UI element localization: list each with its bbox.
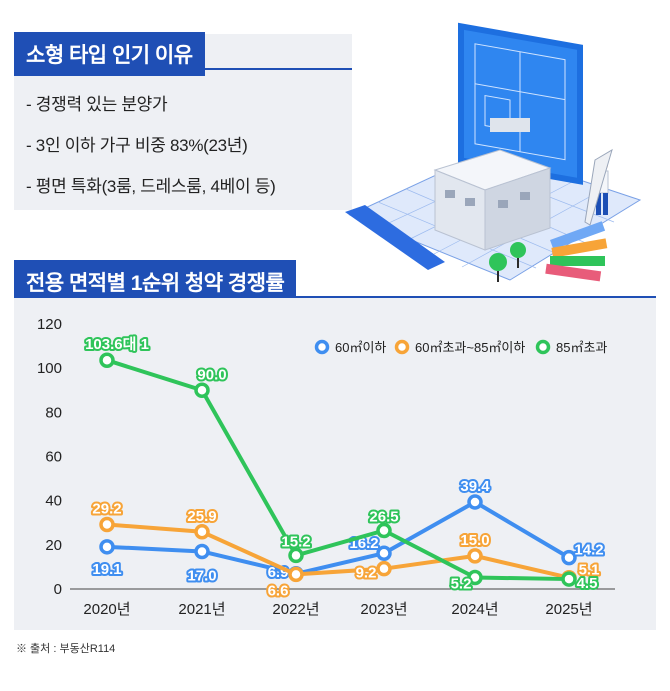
architecture-illustration bbox=[345, 22, 642, 282]
x-tick-label: 2025년 bbox=[545, 601, 592, 618]
x-tick-label: 2022년 bbox=[272, 601, 319, 618]
title-underline bbox=[14, 68, 352, 70]
x-tick-label: 2020년 bbox=[83, 601, 130, 618]
data-point bbox=[99, 516, 115, 533]
y-tick-label: 100 bbox=[37, 360, 62, 377]
y-tick-label: 0 bbox=[54, 581, 62, 598]
data-point bbox=[561, 571, 577, 587]
data-label: 5.2 bbox=[451, 576, 472, 593]
data-point bbox=[288, 566, 304, 583]
data-point bbox=[99, 539, 115, 555]
data-label: 6.6 bbox=[268, 582, 289, 599]
data-label: 5.1 bbox=[579, 562, 600, 579]
data-point bbox=[194, 382, 210, 398]
data-label: 15.2 bbox=[281, 533, 310, 550]
data-point bbox=[467, 494, 483, 510]
series-line bbox=[106, 499, 571, 576]
reason-item: - 3인 이하 가구 비중 83%(23년) bbox=[26, 136, 248, 155]
data-point bbox=[376, 545, 392, 561]
data-point bbox=[376, 560, 392, 577]
legend-label: 85㎡초과 bbox=[556, 340, 607, 355]
x-tick-label: 2024년 bbox=[451, 601, 498, 618]
legend-marker bbox=[394, 339, 410, 355]
data-point bbox=[467, 569, 483, 586]
data-label: 103.6대 1 bbox=[85, 336, 149, 353]
data-label: 9.2 bbox=[356, 565, 377, 582]
data-label: 4.5 bbox=[577, 575, 598, 592]
legend-marker bbox=[314, 339, 330, 355]
y-tick-label: 60 bbox=[45, 449, 62, 466]
reason-item: - 경쟁력 있는 분양가 bbox=[26, 95, 168, 114]
data-label: 19.1 bbox=[92, 561, 121, 578]
data-label: 14.2 bbox=[574, 542, 603, 559]
data-point bbox=[561, 549, 577, 566]
legend-label: 60㎡초과~85㎡이하 bbox=[415, 340, 525, 355]
line-chart: 0 20 40 60 80 100 120 2020년 2021년 2022년 2023년 2024년… bbox=[37, 316, 615, 618]
data-point bbox=[194, 543, 210, 560]
data-point bbox=[467, 548, 483, 564]
x-tick-label: 2021년 bbox=[178, 601, 225, 618]
reason-item: - 평면 특화(3룸, 드레스룸, 4베이 등) bbox=[26, 177, 276, 196]
y-tick-label: 120 bbox=[37, 316, 62, 333]
series-line bbox=[106, 522, 570, 580]
data-label: 39.4 bbox=[460, 478, 490, 495]
series-line bbox=[106, 358, 570, 582]
y-tick-label: 20 bbox=[45, 537, 62, 554]
data-point bbox=[99, 352, 115, 368]
data-label: 90.0 bbox=[197, 366, 226, 383]
data-label: 17.0 bbox=[187, 567, 216, 584]
title-underline bbox=[14, 296, 656, 298]
legend-label: 60㎡이하 bbox=[335, 340, 386, 355]
data-label: 29.2 bbox=[92, 501, 121, 518]
data-point bbox=[376, 522, 392, 539]
legend-marker bbox=[535, 339, 551, 355]
series-2: 103.6대 1 90.0 15.2 26.5 5.2 4.5 bbox=[83, 334, 599, 594]
y-tick-label: 80 bbox=[45, 404, 62, 421]
reasons-list: - 경쟁력 있는 분양가 - 3인 이하 가구 비중 83%(23년) - 평면… bbox=[26, 90, 276, 213]
data-label: 26.5 bbox=[369, 508, 398, 525]
data-label: 25.9 bbox=[187, 508, 216, 525]
source-note: ※ 출처 : 부동산R114 bbox=[16, 643, 116, 655]
x-tick-label: 2023년 bbox=[360, 601, 407, 618]
data-label: 15.0 bbox=[460, 532, 489, 549]
data-point bbox=[288, 547, 304, 564]
data-point bbox=[194, 524, 210, 540]
y-tick-label: 40 bbox=[45, 493, 62, 510]
